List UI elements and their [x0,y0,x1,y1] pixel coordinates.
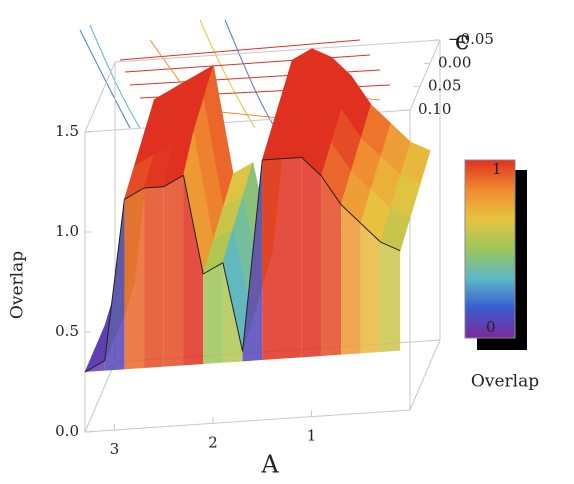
surface-front [222,262,243,363]
x-tick-label: 2 [208,433,218,451]
surface-front [124,188,145,370]
z-tick-label: 0.0 [55,422,79,440]
z-tick-label: 1.5 [55,122,79,140]
surface-front [163,175,184,367]
surface-front [262,158,282,360]
surface-edge [360,222,381,243]
y-tick-label: 0.00 [438,53,471,71]
surface-front [183,175,204,366]
x-axis-label: A [260,451,279,479]
contour-line [199,19,256,129]
axis-box-edge [409,339,441,411]
y-tick-label: 0.05 [428,77,461,95]
contour-line [79,29,131,129]
surface-edge [380,241,401,252]
surface-edge [262,158,283,161]
surface-edge [163,174,184,188]
surface-front [301,157,322,358]
surface-front [203,262,223,364]
contour-line [89,24,141,129]
surface-edge [144,186,164,189]
y-axis-label: ϵ [455,26,470,56]
x-tick-label: 1 [307,427,317,445]
y-tick-label: −0.05 [448,30,494,48]
surface-front [341,204,361,355]
surface-edge [124,187,145,200]
surface-edge [320,175,342,205]
surface [84,48,431,373]
axis-box-edge [84,361,116,433]
contour-line [224,19,276,129]
surface-edge [222,262,244,352]
surface-front [360,223,381,354]
contour-line [119,39,391,99]
y-tick-label: 0.10 [418,100,451,118]
axis-box-edge [409,39,441,111]
z-axis-label: Overlap [8,251,28,319]
surface-front [380,242,401,352]
colorbar [464,159,516,339]
surface-edge [340,204,362,224]
surface-edge [182,175,204,275]
colorbar-tick-label: 0 [486,318,496,336]
z-tick-label: 1.0 [55,222,79,240]
surface-edge [242,159,263,352]
surface-front [321,176,342,356]
surface-edge [104,199,125,361]
surface-front [281,157,302,359]
z-tick-label: 0.5 [55,322,79,340]
surface-edge [301,156,322,177]
axis-box-edge [84,61,116,133]
colorbar-label: Overlap [471,372,539,392]
colorbar-tick-label: 1 [492,160,502,178]
axis-box-edge [114,39,441,63]
surface-edge [281,156,302,160]
surface-front [144,186,164,368]
x-tick-label: 3 [110,440,120,458]
axis-box-edge [84,409,411,433]
surface-edge [202,262,224,275]
surface-edge [84,360,105,373]
